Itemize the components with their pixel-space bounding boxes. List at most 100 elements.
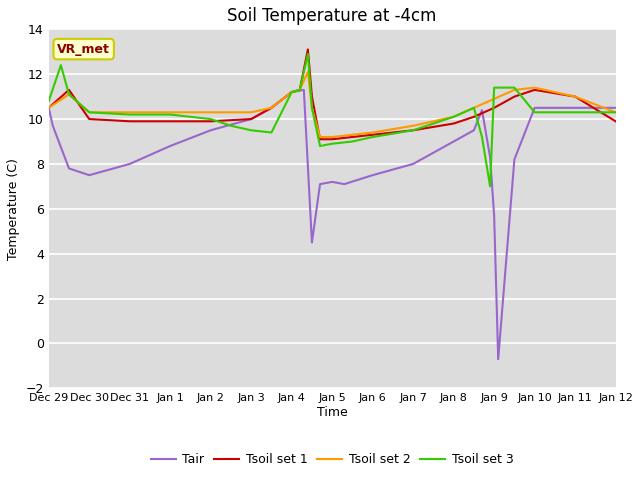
Tsoil set 1 bbox=[572, 94, 579, 99]
Tsoil set 3 bbox=[572, 109, 579, 115]
Tsoil set 2 bbox=[470, 105, 477, 111]
Tair bbox=[531, 105, 538, 111]
Tair bbox=[450, 139, 458, 144]
Tsoil set 3 bbox=[470, 105, 477, 111]
Line: Tsoil set 1: Tsoil set 1 bbox=[49, 49, 616, 139]
Tsoil set 3 bbox=[247, 127, 255, 133]
Tsoil set 3 bbox=[304, 51, 312, 57]
Tsoil set 1 bbox=[268, 105, 275, 111]
Tair bbox=[494, 356, 502, 362]
Title: Soil Temperature at -4cm: Soil Temperature at -4cm bbox=[227, 7, 437, 25]
Tsoil set 1 bbox=[304, 47, 312, 52]
Tsoil set 1 bbox=[65, 87, 73, 93]
Tsoil set 2 bbox=[304, 69, 312, 75]
Tsoil set 2 bbox=[65, 92, 73, 97]
Tsoil set 3 bbox=[57, 62, 65, 68]
Tsoil set 1 bbox=[296, 87, 303, 93]
Tsoil set 2 bbox=[511, 87, 518, 93]
Tair bbox=[65, 166, 73, 171]
Tsoil set 1 bbox=[369, 132, 376, 138]
Legend: Tair, Tsoil set 1, Tsoil set 2, Tsoil set 3: Tair, Tsoil set 1, Tsoil set 2, Tsoil se… bbox=[146, 448, 518, 471]
Tair bbox=[612, 105, 620, 111]
Tair bbox=[328, 179, 336, 185]
Tsoil set 2 bbox=[126, 109, 134, 115]
Tsoil set 2 bbox=[45, 105, 52, 111]
Tsoil set 2 bbox=[369, 130, 376, 135]
Tsoil set 3 bbox=[478, 134, 486, 140]
Tsoil set 3 bbox=[410, 127, 417, 133]
Tsoil set 1 bbox=[450, 120, 458, 126]
Tsoil set 1 bbox=[126, 119, 134, 124]
Tsoil set 3 bbox=[126, 112, 134, 118]
Tsoil set 3 bbox=[65, 92, 73, 97]
Line: Tsoil set 2: Tsoil set 2 bbox=[49, 72, 616, 137]
Tsoil set 2 bbox=[572, 94, 579, 99]
Tair bbox=[340, 181, 348, 187]
Text: VR_met: VR_met bbox=[57, 43, 110, 56]
Tsoil set 3 bbox=[288, 89, 296, 95]
Tsoil set 2 bbox=[296, 87, 303, 93]
Tair bbox=[486, 155, 494, 160]
Tsoil set 3 bbox=[296, 87, 303, 93]
Tair bbox=[45, 105, 52, 111]
Tair bbox=[511, 156, 518, 162]
Tsoil set 3 bbox=[316, 143, 324, 149]
Tsoil set 1 bbox=[85, 116, 93, 122]
Line: Tair: Tair bbox=[49, 90, 616, 359]
Tsoil set 2 bbox=[247, 109, 255, 115]
Tsoil set 3 bbox=[486, 183, 494, 189]
Tair bbox=[207, 127, 214, 133]
Tsoil set 2 bbox=[166, 109, 174, 115]
Tsoil set 3 bbox=[308, 105, 316, 111]
Tsoil set 1 bbox=[531, 87, 538, 93]
Tair bbox=[288, 89, 296, 95]
Tair bbox=[85, 172, 93, 178]
Tsoil set 1 bbox=[288, 89, 296, 95]
Tsoil set 3 bbox=[450, 114, 458, 120]
Tsoil set 1 bbox=[490, 105, 498, 111]
Tsoil set 1 bbox=[511, 94, 518, 99]
Tair bbox=[316, 181, 324, 187]
Tsoil set 3 bbox=[349, 139, 356, 144]
Tsoil set 2 bbox=[612, 109, 620, 115]
Line: Tsoil set 3: Tsoil set 3 bbox=[49, 54, 616, 186]
Tsoil set 1 bbox=[247, 116, 255, 122]
Tsoil set 3 bbox=[531, 109, 538, 115]
Tsoil set 1 bbox=[166, 119, 174, 124]
Tsoil set 2 bbox=[531, 85, 538, 91]
Tsoil set 3 bbox=[166, 112, 174, 118]
Tsoil set 1 bbox=[207, 119, 214, 124]
Tair bbox=[369, 172, 376, 178]
X-axis label: Time: Time bbox=[317, 406, 348, 419]
Tsoil set 3 bbox=[268, 130, 275, 135]
Tair bbox=[49, 123, 56, 129]
Tsoil set 2 bbox=[410, 123, 417, 129]
Tair bbox=[308, 240, 316, 245]
Tsoil set 3 bbox=[369, 134, 376, 140]
Tsoil set 1 bbox=[328, 136, 336, 142]
Tsoil set 1 bbox=[45, 105, 52, 111]
Tair bbox=[572, 105, 579, 111]
Tair bbox=[478, 107, 486, 113]
Tsoil set 3 bbox=[227, 123, 235, 129]
Tair bbox=[490, 213, 498, 218]
Tsoil set 2 bbox=[85, 109, 93, 115]
Tsoil set 2 bbox=[450, 114, 458, 120]
Tsoil set 1 bbox=[316, 136, 324, 142]
Tsoil set 3 bbox=[45, 98, 52, 104]
Tsoil set 2 bbox=[288, 89, 296, 95]
Tsoil set 2 bbox=[328, 134, 336, 140]
Tsoil set 2 bbox=[316, 134, 324, 140]
Tsoil set 1 bbox=[470, 114, 477, 120]
Tsoil set 3 bbox=[612, 109, 620, 115]
Tsoil set 3 bbox=[328, 141, 336, 146]
Tsoil set 3 bbox=[490, 85, 498, 91]
Tsoil set 3 bbox=[207, 116, 214, 122]
Tair bbox=[166, 143, 174, 149]
Tair bbox=[410, 161, 417, 167]
Tair bbox=[300, 87, 308, 93]
Tsoil set 2 bbox=[490, 96, 498, 102]
Tair bbox=[470, 127, 477, 133]
Y-axis label: Temperature (C): Temperature (C) bbox=[7, 158, 20, 260]
Tsoil set 1 bbox=[349, 134, 356, 140]
